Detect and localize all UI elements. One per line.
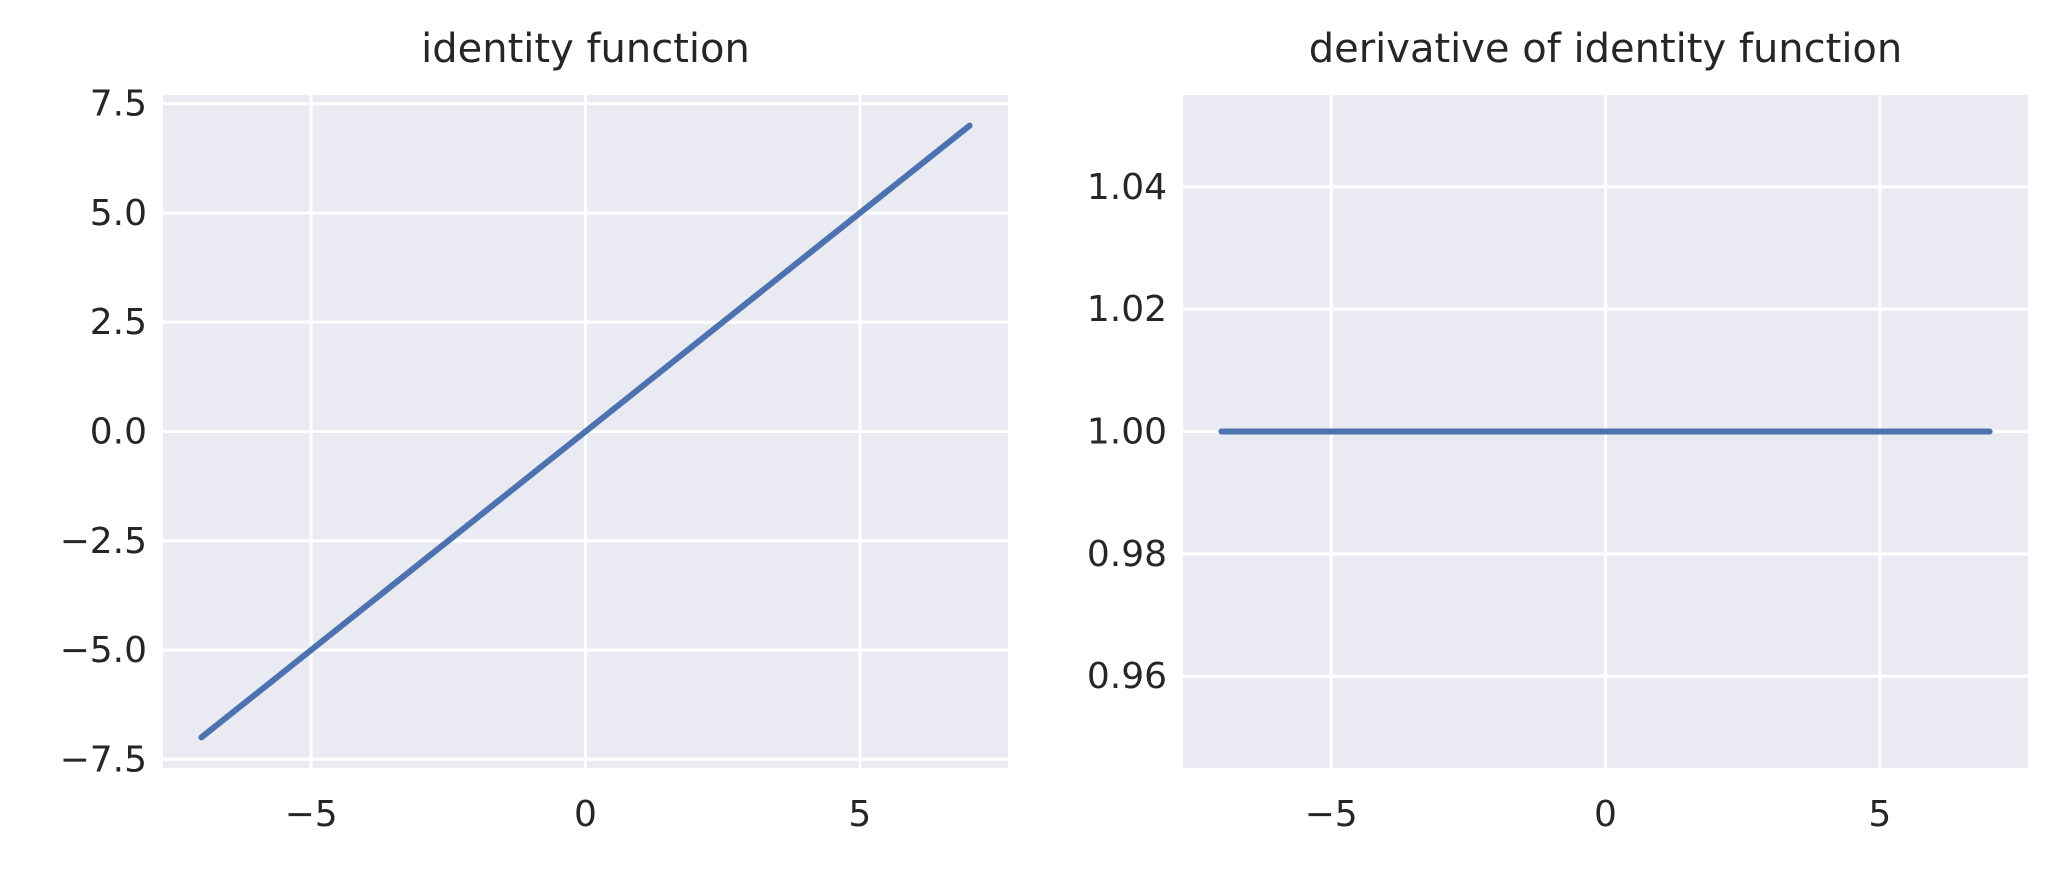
y-tick-label: 0.0	[90, 412, 147, 453]
y-tick-label: −5.0	[60, 630, 147, 671]
x-tick-label: −5	[285, 794, 338, 835]
identity-function-panel: 7.5 5.0 2.5 0.0 −2.5 −5.0 −7.5 −5 0 5 identity f…	[60, 26, 1008, 835]
x-tick-labels: −5 0 5	[1305, 794, 1892, 835]
chart-title: identity function	[421, 26, 750, 72]
x-tick-label: −5	[1305, 794, 1358, 835]
y-tick-label: 5.0	[90, 193, 147, 234]
y-tick-label: −7.5	[60, 739, 147, 780]
series-layer	[198, 122, 973, 741]
x-tick-label: 0	[1594, 794, 1617, 835]
y-tick-labels: 1.04 1.02 1.00 0.98 0.96	[1087, 167, 1167, 697]
derivative-panel: 1.04 1.02 1.00 0.98 0.96 −5 0 5 derivative of …	[1087, 26, 2028, 835]
y-tick-label: 1.00	[1087, 412, 1167, 453]
y-tick-label: 1.02	[1087, 289, 1167, 330]
y-tick-label: 7.5	[90, 84, 147, 125]
y-tick-label: 0.98	[1087, 534, 1167, 575]
x-tick-label: 5	[1868, 794, 1891, 835]
y-tick-label: 0.96	[1087, 656, 1167, 697]
y-tick-label: 2.5	[90, 302, 147, 343]
y-tick-labels: 7.5 5.0 2.5 0.0 −2.5 −5.0 −7.5	[60, 84, 147, 781]
x-tick-labels: −5 0 5	[285, 794, 872, 835]
chart-title: derivative of identity function	[1309, 26, 1903, 72]
x-tick-label: 5	[848, 794, 871, 835]
series-line	[198, 122, 973, 741]
x-tick-label: 0	[574, 794, 597, 835]
y-tick-label: 1.04	[1087, 167, 1167, 208]
y-tick-label: −2.5	[60, 521, 147, 562]
grid	[163, 95, 1008, 768]
